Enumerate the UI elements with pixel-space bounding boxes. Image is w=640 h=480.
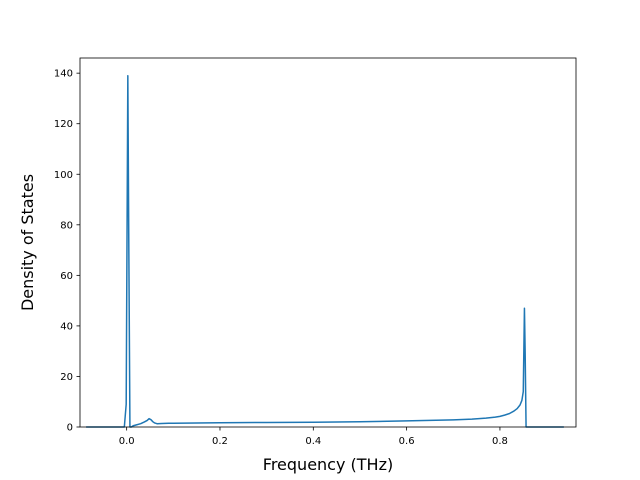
x-axis-label: Frequency (THz) <box>263 455 393 474</box>
y-axis-label: Density of States <box>18 174 37 311</box>
y-tick-label: 60 <box>60 271 73 282</box>
y-tick-label: 0 <box>67 423 73 434</box>
x-axis-ticks: 0.0 0.2 0.4 0.6 0.8 <box>119 427 508 447</box>
x-tick-label: 0.2 <box>212 436 228 447</box>
y-tick-label: 40 <box>60 321 73 332</box>
x-tick-label: 0.0 <box>119 436 135 447</box>
x-tick-label: 0.4 <box>305 436 321 447</box>
y-tick-label: 100 <box>54 170 73 181</box>
series-line-0 <box>86 74 564 428</box>
y-tick-label: 120 <box>54 119 73 130</box>
y-tick-label: 80 <box>60 220 73 231</box>
x-tick-label: 0.6 <box>399 436 415 447</box>
y-tick-label: 20 <box>60 372 73 383</box>
axes-frame <box>79 57 577 428</box>
y-axis-ticks: 0 20 40 60 80 100 120 140 <box>54 69 80 434</box>
plot-area <box>86 74 564 428</box>
x-tick-label: 0.8 <box>492 436 508 447</box>
y-tick-label: 140 <box>54 69 73 80</box>
